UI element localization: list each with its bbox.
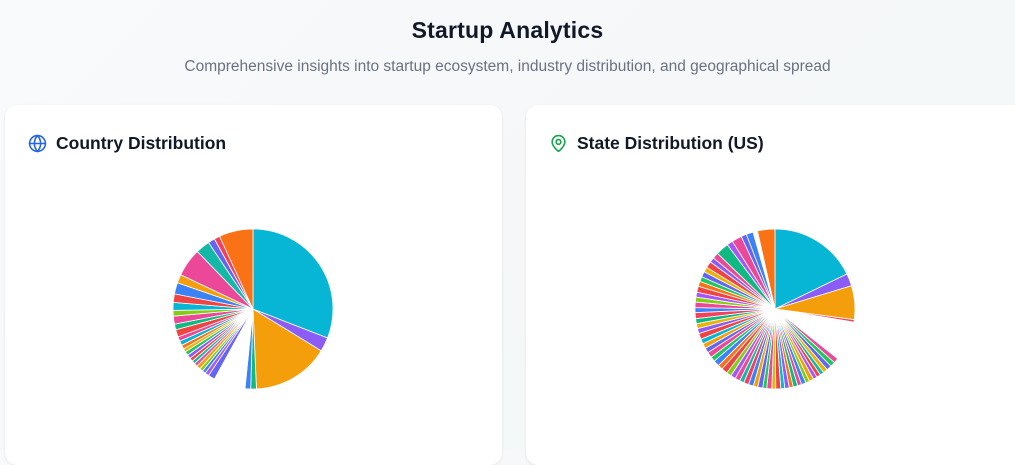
country-pie-chart: [172, 228, 334, 390]
page-title: Startup Analytics: [411, 17, 604, 43]
state-pie-chart: [694, 228, 856, 390]
map-pin-icon: [549, 134, 568, 153]
card-header: State Distribution (US): [549, 133, 764, 154]
pie-slice[interactable]: [774, 228, 848, 310]
page-subtitle: Comprehensive insights into startup ecos…: [184, 58, 831, 75]
page-header: Startup Analytics Comprehensive insights…: [0, 0, 1015, 76]
card-header: Country Distribution: [28, 133, 226, 154]
pie-slice[interactable]: [252, 228, 334, 339]
state-distribution-card: State Distribution (US): [526, 105, 1015, 465]
globe-icon: [28, 134, 47, 153]
pie-slice[interactable]: [252, 308, 322, 390]
pie-slice[interactable]: [219, 228, 254, 310]
card-title: State Distribution (US): [577, 133, 764, 153]
country-distribution-card: Country Distribution: [5, 105, 502, 465]
card-title: Country Distribution: [56, 133, 227, 153]
pie-slice[interactable]: [756, 228, 776, 310]
